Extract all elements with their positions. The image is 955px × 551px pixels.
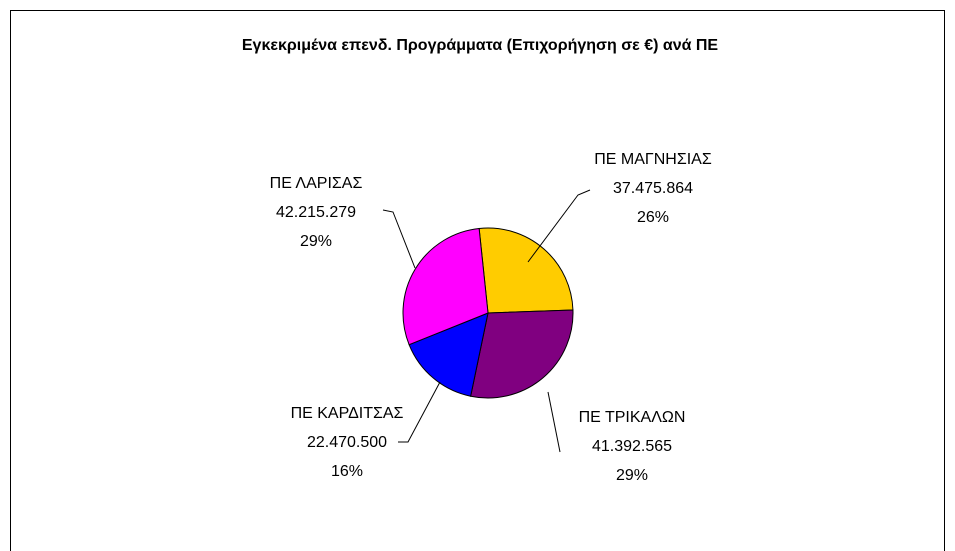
slice-label-percent: 29%: [616, 467, 648, 484]
slice-label-value: 41.392.565: [592, 438, 672, 455]
pie-slice: [478, 227, 574, 314]
slice-label-name: ΠΕ ΚΑΡΔΙΤΣΑΣ: [291, 405, 404, 422]
slice-label-value: 22.470.500: [307, 434, 387, 451]
slice-label-name: ΠΕ ΛΑΡΙΣΑΣ: [270, 175, 363, 192]
slice-label-name: ΠΕ ΤΡΙΚΑΛΩΝ: [579, 409, 686, 426]
slice-label-percent: 29%: [300, 233, 332, 250]
slice-label-percent: 26%: [637, 209, 669, 226]
slice-label-name: ΠΕ ΜΑΓΝΗΣΙΑΣ: [594, 151, 712, 168]
leader-line: [527, 189, 591, 263]
leader-line: [398, 381, 441, 443]
slice-label-value: 37.475.864: [613, 180, 693, 197]
pie-slice: [408, 312, 489, 397]
slice-label-value: 42.215.279: [276, 204, 356, 221]
pie-slice: [402, 227, 489, 346]
pie-slice: [470, 309, 574, 399]
chart-title: Εγκεκριμένα επενδ. Προγράμματα (Επιχορήγ…: [242, 37, 719, 54]
leader-line: [547, 391, 561, 453]
slice-label-percent: 16%: [331, 463, 363, 480]
leader-line: [382, 209, 416, 269]
